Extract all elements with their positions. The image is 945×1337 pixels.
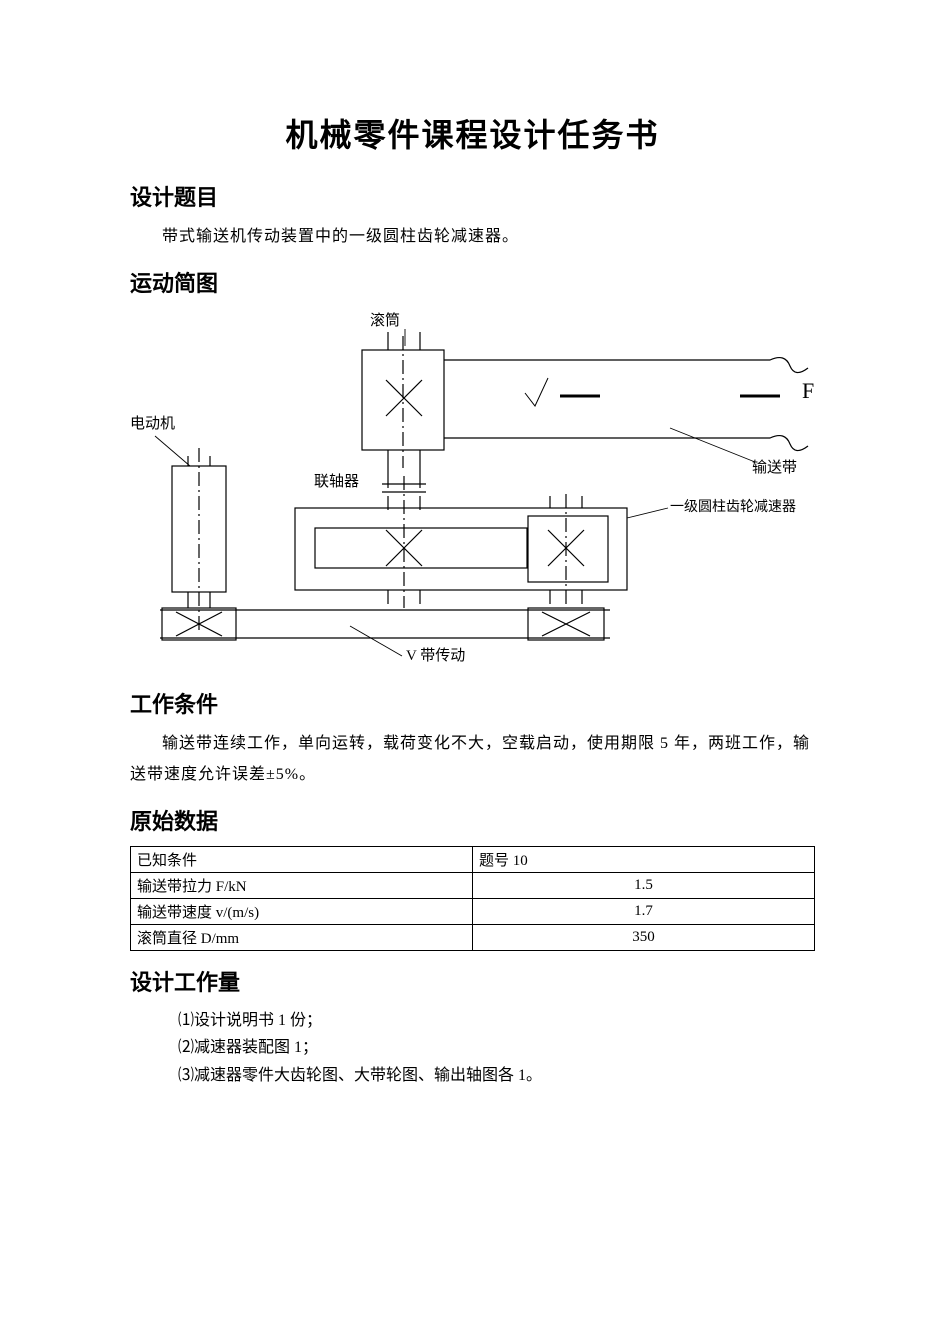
workload-item: ⑵减速器装配图 1； bbox=[178, 1034, 815, 1061]
table-header-row: 已知条件 题号 10 bbox=[131, 847, 815, 873]
drum-label: 滚筒 bbox=[370, 312, 400, 329]
kinematic-diagram: 滚筒 F 输送带 联轴器 bbox=[130, 308, 820, 673]
working-conditions-text: 输送带连续工作，单向运转，载荷变化不大，空载启动，使用期限 5 年，两班工作，输… bbox=[130, 729, 815, 790]
workload-item: ⑴设计说明书 1 份； bbox=[178, 1007, 815, 1034]
belt-label: 输送带 bbox=[752, 459, 797, 476]
table-cell-label: 输送带速度 v/(m/s) bbox=[131, 899, 473, 925]
table-row: 输送带速度 v/(m/s) 1.7 bbox=[131, 899, 815, 925]
raw-data-heading: 原始数据 bbox=[130, 804, 815, 836]
workload-list: ⑴设计说明书 1 份； ⑵减速器装配图 1； ⑶减速器零件大齿轮图、大带轮图、输… bbox=[178, 1007, 815, 1089]
table-cell-value: 350 bbox=[473, 925, 815, 951]
coupling-label: 联轴器 bbox=[314, 473, 359, 490]
kinematic-heading: 运动简图 bbox=[130, 266, 815, 298]
table-row: 滚筒直径 D/mm 350 bbox=[131, 925, 815, 951]
motor-label: 电动机 bbox=[130, 415, 175, 432]
table-header-left: 已知条件 bbox=[131, 847, 473, 873]
workload-heading: 设计工作量 bbox=[130, 965, 815, 997]
workload-item: ⑶减速器零件大齿轮图、大带轮图、输出轴图各 1。 bbox=[178, 1062, 815, 1089]
design-topic-text: 带式输送机传动装置中的一级圆柱齿轮减速器。 bbox=[130, 222, 815, 252]
table-cell-label: 输送带拉力 F/kN bbox=[131, 873, 473, 899]
raw-data-table: 已知条件 题号 10 输送带拉力 F/kN 1.5 输送带速度 v/(m/s) … bbox=[130, 846, 815, 951]
document-title: 机械零件课程设计任务书 bbox=[130, 110, 815, 156]
reducer-label: 一级圆柱齿轮减速器 bbox=[670, 499, 796, 515]
table-row: 输送带拉力 F/kN 1.5 bbox=[131, 873, 815, 899]
force-label: F bbox=[802, 378, 814, 403]
table-cell-value: 1.7 bbox=[473, 899, 815, 925]
design-topic-heading: 设计题目 bbox=[130, 180, 815, 212]
v-belt-label: V 带传动 bbox=[406, 647, 465, 664]
working-conditions-heading: 工作条件 bbox=[130, 687, 815, 719]
table-cell-label: 滚筒直径 D/mm bbox=[131, 925, 473, 951]
table-cell-value: 1.5 bbox=[473, 873, 815, 899]
table-header-right: 题号 10 bbox=[473, 847, 815, 873]
